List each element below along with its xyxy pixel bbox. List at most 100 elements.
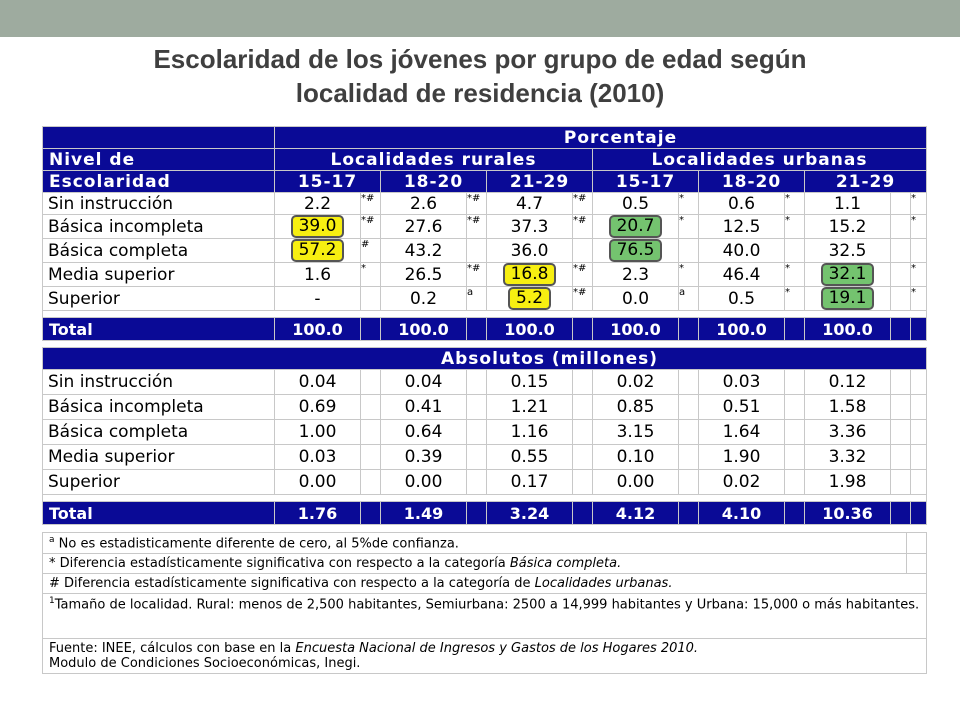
table-row: Básica completa 57.2 #43.2 36.0 76.5 40.0 32.5 <box>42 238 927 263</box>
value-cell: 0.41 <box>380 394 467 420</box>
significance-mark <box>466 238 487 263</box>
cell-value: 36.0 <box>510 240 549 261</box>
table-row: Básica incompleta 39.0 *# 27.6 *# 37.3 *# 20.7 *… <box>42 214 927 239</box>
total-value: 100.0 <box>486 317 573 341</box>
table-row: Sin instrucción 0.04 0.04 0.15 0.02 0.03 0.12 <box>42 369 927 395</box>
value-cell: 32.5 <box>804 238 891 263</box>
value-cell: 0.5 <box>592 192 679 215</box>
value-cell: 4.7 <box>486 192 573 215</box>
significance-mark: *# <box>466 214 487 239</box>
cell-value: 4.7 <box>515 193 544 214</box>
value-cell: 0.03 <box>274 444 361 470</box>
slide-title: Escolaridad de los jóvenes por grupo de … <box>40 42 920 110</box>
value-cell: 0.10 <box>592 444 679 470</box>
significance-mark: * <box>784 262 805 287</box>
value-cell: 57.2 <box>274 238 361 263</box>
value-cell: - <box>274 286 361 311</box>
age-header: 15-17 <box>274 170 381 193</box>
title-line-1: Escolaridad de los jóvenes por grupo de … <box>153 44 807 74</box>
value-cell: 0.55 <box>486 444 573 470</box>
significance-mark: * <box>678 192 699 215</box>
age-header: 18-20 <box>380 170 487 193</box>
significance-mark: * <box>678 214 699 239</box>
cell-value: 12.5 <box>722 216 761 237</box>
significance-mark: *# <box>572 214 593 239</box>
value-cell: 27.6 <box>380 214 467 239</box>
table-row: Superior - 0.2 a 5.2 *# 0.0 a 0.5 * 19.1 * <box>42 286 927 311</box>
significance-mark: *# <box>360 192 381 215</box>
value-cell: 1.00 <box>274 419 361 445</box>
significance-mark: * <box>910 262 927 287</box>
significance-mark: *# <box>466 262 487 287</box>
value-cell: 1.98 <box>804 469 891 495</box>
age-header: 21-29 <box>804 170 927 193</box>
value-cell: 0.69 <box>274 394 361 420</box>
note-hash: # Diferencia estadísticamente significat… <box>42 573 927 595</box>
notes-table: a No es estadisticamente diferente de ce… <box>42 531 927 675</box>
cell-value: 1.6 <box>303 264 332 285</box>
porcentaje-table: Porcentaje Nivel de Localidades rurales … <box>42 126 927 341</box>
row-label: Básica incompleta <box>42 214 275 239</box>
value-cell: 0.02 <box>592 369 679 395</box>
cell-value: 0.5 <box>727 288 756 309</box>
significance-mark: * <box>360 262 381 287</box>
age-header: 18-20 <box>698 170 805 193</box>
cell-value: 40.0 <box>722 240 761 261</box>
highlighted-value: 16.8 <box>502 263 557 286</box>
row-label: Sin instrucción <box>42 369 275 395</box>
total-value: 4.12 <box>592 501 679 525</box>
value-cell: 2.3 <box>592 262 679 287</box>
total-value: 4.10 <box>698 501 785 525</box>
value-cell: 0.6 <box>698 192 785 215</box>
table-row: Básica completa 1.00 0.64 1.16 3.15 1.64 3.36 <box>42 419 927 445</box>
value-cell: 36.0 <box>486 238 573 263</box>
value-cell: 2.2 <box>274 192 361 215</box>
significance-mark <box>572 238 593 263</box>
age-header: 15-17 <box>592 170 699 193</box>
table-row: Media superior 1.6 * 26.5 *# 16.8 *# 2.3 * 46.4 * 3… <box>42 262 927 287</box>
value-cell: 1.1 <box>804 192 891 215</box>
significance-mark <box>360 286 381 311</box>
significance-mark <box>784 238 805 263</box>
cell-value: 37.3 <box>510 216 549 237</box>
cell-value: 2.3 <box>621 264 650 285</box>
row-label: Superior <box>42 286 275 311</box>
significance-mark: *# <box>572 286 593 311</box>
significance-mark <box>678 238 699 263</box>
significance-mark: *# <box>360 214 381 239</box>
row-label: Media superior <box>42 444 275 470</box>
note-star: * Diferencia estadísticamente significat… <box>42 553 907 575</box>
cell-value: 2.6 <box>409 193 438 214</box>
escolaridad-header: Escolaridad <box>42 170 275 193</box>
row-label: Básica completa <box>42 238 275 263</box>
note-a: a No es estadisticamente diferente de ce… <box>42 531 907 555</box>
total-value: 100.0 <box>274 317 361 341</box>
cell-value: 15.2 <box>828 216 867 237</box>
value-cell: 0.02 <box>698 469 785 495</box>
value-cell: 12.5 <box>698 214 785 239</box>
significance-mark: * <box>910 214 927 239</box>
row-label: Superior <box>42 469 275 495</box>
value-cell: 0.04 <box>380 369 467 395</box>
top-accent-bar <box>0 0 960 37</box>
cell-value: 27.6 <box>404 216 443 237</box>
total-value: 100.0 <box>698 317 785 341</box>
value-cell: 0.5 <box>698 286 785 311</box>
value-cell: 0.00 <box>592 469 679 495</box>
value-cell: 32.1 <box>804 262 891 287</box>
significance-mark: * <box>678 262 699 287</box>
total-value: 100.0 <box>804 317 891 341</box>
value-cell: 2.6 <box>380 192 467 215</box>
table-row: Media superior 0.03 0.39 0.55 0.10 1.90 3.32 <box>42 444 927 470</box>
value-cell: 0.00 <box>380 469 467 495</box>
value-cell: 1.16 <box>486 419 573 445</box>
cell-value: 1.1 <box>833 193 862 214</box>
value-cell: 1.6 <box>274 262 361 287</box>
total-value: 1.49 <box>380 501 467 525</box>
value-cell: 0.00 <box>274 469 361 495</box>
cell-value: 0.2 <box>409 288 438 309</box>
value-cell: 40.0 <box>698 238 785 263</box>
value-cell: 3.32 <box>804 444 891 470</box>
highlighted-value: 5.2 <box>507 287 552 310</box>
cell-value: 26.5 <box>404 264 443 285</box>
